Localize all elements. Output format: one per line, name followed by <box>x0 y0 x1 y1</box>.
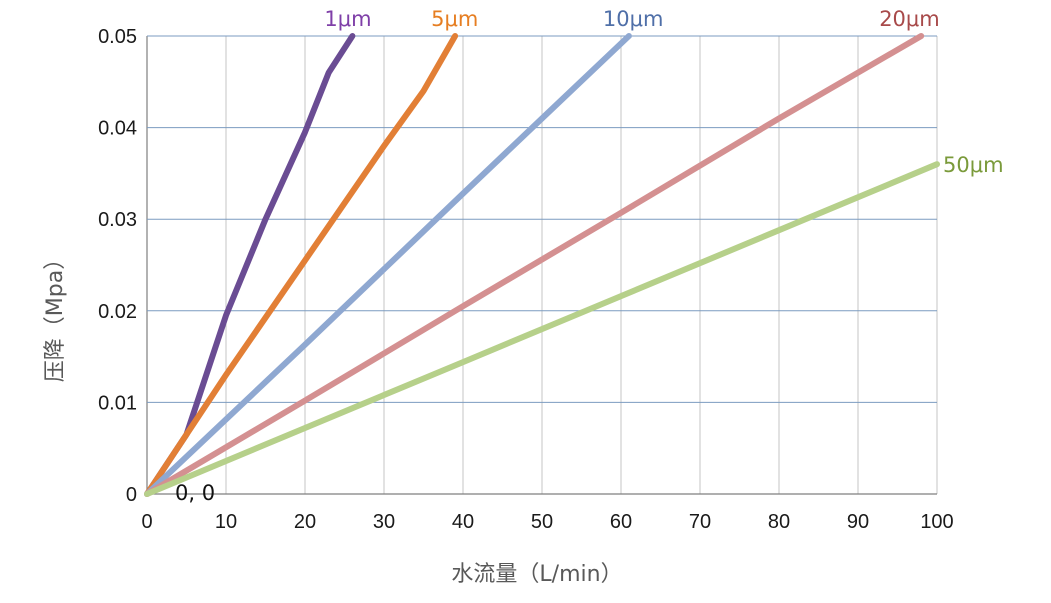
x-tick-label: 20 <box>294 511 316 533</box>
series-line-1 <box>144 33 459 497</box>
series-line-4 <box>144 161 940 497</box>
series-label-3: 20μm <box>879 7 940 31</box>
series-label-4: 50μm <box>943 153 1004 177</box>
y-tick-label: 0 <box>126 484 137 506</box>
x-tick-label: 100 <box>920 511 953 533</box>
x-tick-label: 30 <box>373 511 395 533</box>
tick-labels: 0 10 20 30 40 50 60 70 80 90 100 0 0.01 0.02 0.03 0.04 0… <box>98 26 954 533</box>
x-tick-label: 50 <box>531 511 553 533</box>
series-label-1: 5μm <box>431 7 478 31</box>
grid <box>146 35 938 495</box>
series-labels: 1μm 5μm 10μm 20μm 50μm <box>324 7 1003 177</box>
x-tick-label: 70 <box>689 511 711 533</box>
series-label-2: 10μm <box>603 7 664 31</box>
y-axis-title: 压降（Mpa） <box>43 248 68 382</box>
origin-annotation: 0, 0 <box>175 481 215 505</box>
series-line-2 <box>144 33 632 497</box>
y-tick-label: 0.04 <box>98 118 137 140</box>
x-tick-label: 10 <box>215 511 237 533</box>
series-line-0 <box>144 33 356 497</box>
x-tick-label: 0 <box>141 511 152 533</box>
y-tick-label: 0.05 <box>98 26 137 48</box>
y-tick-label: 0.02 <box>98 301 137 323</box>
series-lines <box>144 33 940 497</box>
y-tick-label: 0.01 <box>98 392 137 414</box>
x-tick-label: 80 <box>768 511 790 533</box>
series-line-3 <box>144 33 925 497</box>
y-tick-label: 0.03 <box>98 209 137 231</box>
x-axis-title: 水流量（L/min） <box>451 562 622 587</box>
x-tick-label: 40 <box>452 511 474 533</box>
x-tick-label: 60 <box>610 511 632 533</box>
x-tick-label: 90 <box>847 511 869 533</box>
series-label-0: 1μm <box>324 7 371 31</box>
